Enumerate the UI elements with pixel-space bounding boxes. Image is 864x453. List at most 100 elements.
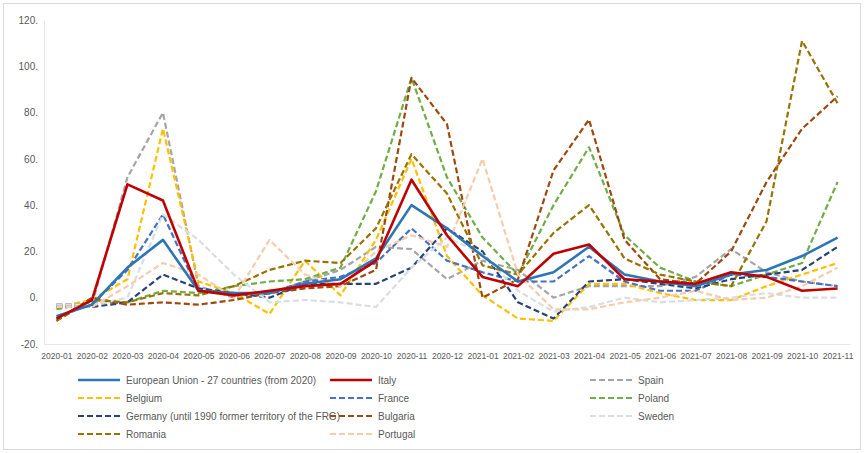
y-tick: 120. xyxy=(19,15,44,26)
x-axis: 2020-01 2020-02 2020-03 2020-04 2020-05 2020-… xyxy=(41,344,853,361)
legend-swatch xyxy=(78,415,120,417)
x-tick-label: 2020-09 xyxy=(325,351,356,361)
legend-swatch xyxy=(330,433,372,435)
series-line xyxy=(56,205,837,316)
x-tick: 2021-03 xyxy=(538,344,569,361)
y-tick-label: 100. xyxy=(19,61,38,72)
legend-item: Portugal xyxy=(330,429,415,440)
legend-item: Italy xyxy=(330,375,396,386)
x-tick-label: 2021-01 xyxy=(467,351,498,361)
series-line xyxy=(56,78,837,321)
legend-swatch xyxy=(78,397,120,399)
x-tick-label: 2021-03 xyxy=(538,351,569,361)
x-tick-label: 2020-06 xyxy=(219,351,250,361)
legend-item: Belgium xyxy=(78,393,162,404)
legend-label: Germany (until 1990 former territory of … xyxy=(126,411,340,422)
x-tick: 2021-08 xyxy=(716,344,747,361)
chart-frame xyxy=(4,4,861,450)
y-tick: 0. xyxy=(30,292,44,303)
x-tick-label: 2020-10 xyxy=(361,351,392,361)
legend: European Union - 27 countries (from 2020… xyxy=(78,375,674,440)
x-tick: 2020-03 xyxy=(112,344,143,361)
legend-item: Spain xyxy=(590,375,664,386)
legend-label: Bulgaria xyxy=(378,411,415,422)
legend-swatch xyxy=(330,397,372,399)
series-line xyxy=(56,180,837,319)
legend-label: Poland xyxy=(638,393,669,404)
legend-swatch xyxy=(590,379,632,381)
y-tick-label: 120. xyxy=(19,15,38,26)
y-axis: -20. 0. 20. 40. 60. 80. 100. 120. xyxy=(19,15,45,350)
y-tick: 60. xyxy=(24,154,44,165)
x-tick: 2021-06 xyxy=(645,344,676,361)
legend-item: France xyxy=(330,393,410,404)
x-tick: 2020-05 xyxy=(183,344,214,361)
legend-swatch xyxy=(590,397,632,399)
legend-swatch xyxy=(330,379,372,382)
x-tick: 2020-07 xyxy=(254,344,285,361)
x-tick-label: 2020-01 xyxy=(41,351,72,361)
chart: -20. 0. 20. 40. 60. 80. 100. 120. 2020-01 2020-02… xyxy=(0,0,864,453)
legend-label: European Union - 27 countries (from 2020… xyxy=(126,375,316,386)
legend-item: Romania xyxy=(78,429,166,440)
x-tick-label: 2021-07 xyxy=(680,351,711,361)
legend-item: Poland xyxy=(590,393,669,404)
x-tick: 2021-02 xyxy=(503,344,534,361)
x-tick-label: 2020-02 xyxy=(77,351,108,361)
y-tick-label: -20. xyxy=(21,339,38,350)
x-tick: 2021-07 xyxy=(680,344,711,361)
x-tick-label: 2021-11 xyxy=(823,351,854,361)
y-tick-label: 40. xyxy=(24,200,38,211)
legend-swatch xyxy=(590,415,632,417)
x-tick: 2021-11 xyxy=(823,344,854,361)
x-tick-label: 2021-10 xyxy=(787,351,818,361)
y-axis-line xyxy=(44,21,45,345)
legend-label: Portugal xyxy=(378,429,415,440)
plot: -20. 0. 20. 40. 60. 80. 100. 120. 2020-01 2020-02… xyxy=(19,15,854,361)
x-tick-label: 2021-06 xyxy=(645,351,676,361)
x-tick: 2020-09 xyxy=(325,344,356,361)
legend-swatch xyxy=(78,433,120,435)
x-tick-label: 2020-11 xyxy=(397,351,428,361)
x-tick: 2020-11 xyxy=(397,344,428,361)
legend-swatch xyxy=(330,415,372,417)
legend-label: Spain xyxy=(638,375,664,386)
y-tick: 20. xyxy=(24,246,44,257)
x-tick-label: 2020-07 xyxy=(254,351,285,361)
x-tick: 2020-10 xyxy=(361,344,392,361)
x-tick: 2021-04 xyxy=(574,344,605,361)
x-tick: 2021-10 xyxy=(787,344,818,361)
x-tick: 2020-04 xyxy=(148,344,179,361)
series-line xyxy=(56,41,837,321)
legend-label: Romania xyxy=(126,429,166,440)
y-tick-label: 0. xyxy=(30,292,38,303)
legend-label: France xyxy=(378,393,410,404)
x-tick-label: 2020-05 xyxy=(183,351,214,361)
x-tick-label: 2020-04 xyxy=(148,351,179,361)
legend-item: European Union - 27 countries (from 2020… xyxy=(78,375,316,386)
y-tick: 100. xyxy=(19,61,44,72)
x-tick-label: 2020-03 xyxy=(112,351,143,361)
legend-label: Belgium xyxy=(126,393,162,404)
x-tick-label: 2021-04 xyxy=(574,351,605,361)
y-tick-label: 80. xyxy=(24,107,38,118)
x-tick-label: 2020-12 xyxy=(432,351,463,361)
x-tick: 2020-01 xyxy=(41,344,72,361)
legend-item: Bulgaria xyxy=(330,411,415,422)
x-tick: 2020-08 xyxy=(290,344,321,361)
legend-swatch xyxy=(78,379,120,382)
legend-label: Sweden xyxy=(638,411,674,422)
x-tick: 2020-12 xyxy=(432,344,463,361)
y-tick: 80. xyxy=(24,107,44,118)
x-tick-label: 2021-05 xyxy=(609,351,640,361)
x-tick-label: 2020-08 xyxy=(290,351,321,361)
x-tick: 2021-01 xyxy=(467,344,498,361)
x-tick-label: 2021-02 xyxy=(503,351,534,361)
x-tick: 2020-02 xyxy=(77,344,108,361)
legend-item: Germany (until 1990 former territory of … xyxy=(78,411,340,422)
y-tick-label: 20. xyxy=(24,246,38,257)
x-tick-label: 2021-09 xyxy=(751,351,782,361)
x-tick: 2021-05 xyxy=(609,344,640,361)
y-tick-label: 60. xyxy=(24,154,38,165)
x-tick: 2021-09 xyxy=(751,344,782,361)
